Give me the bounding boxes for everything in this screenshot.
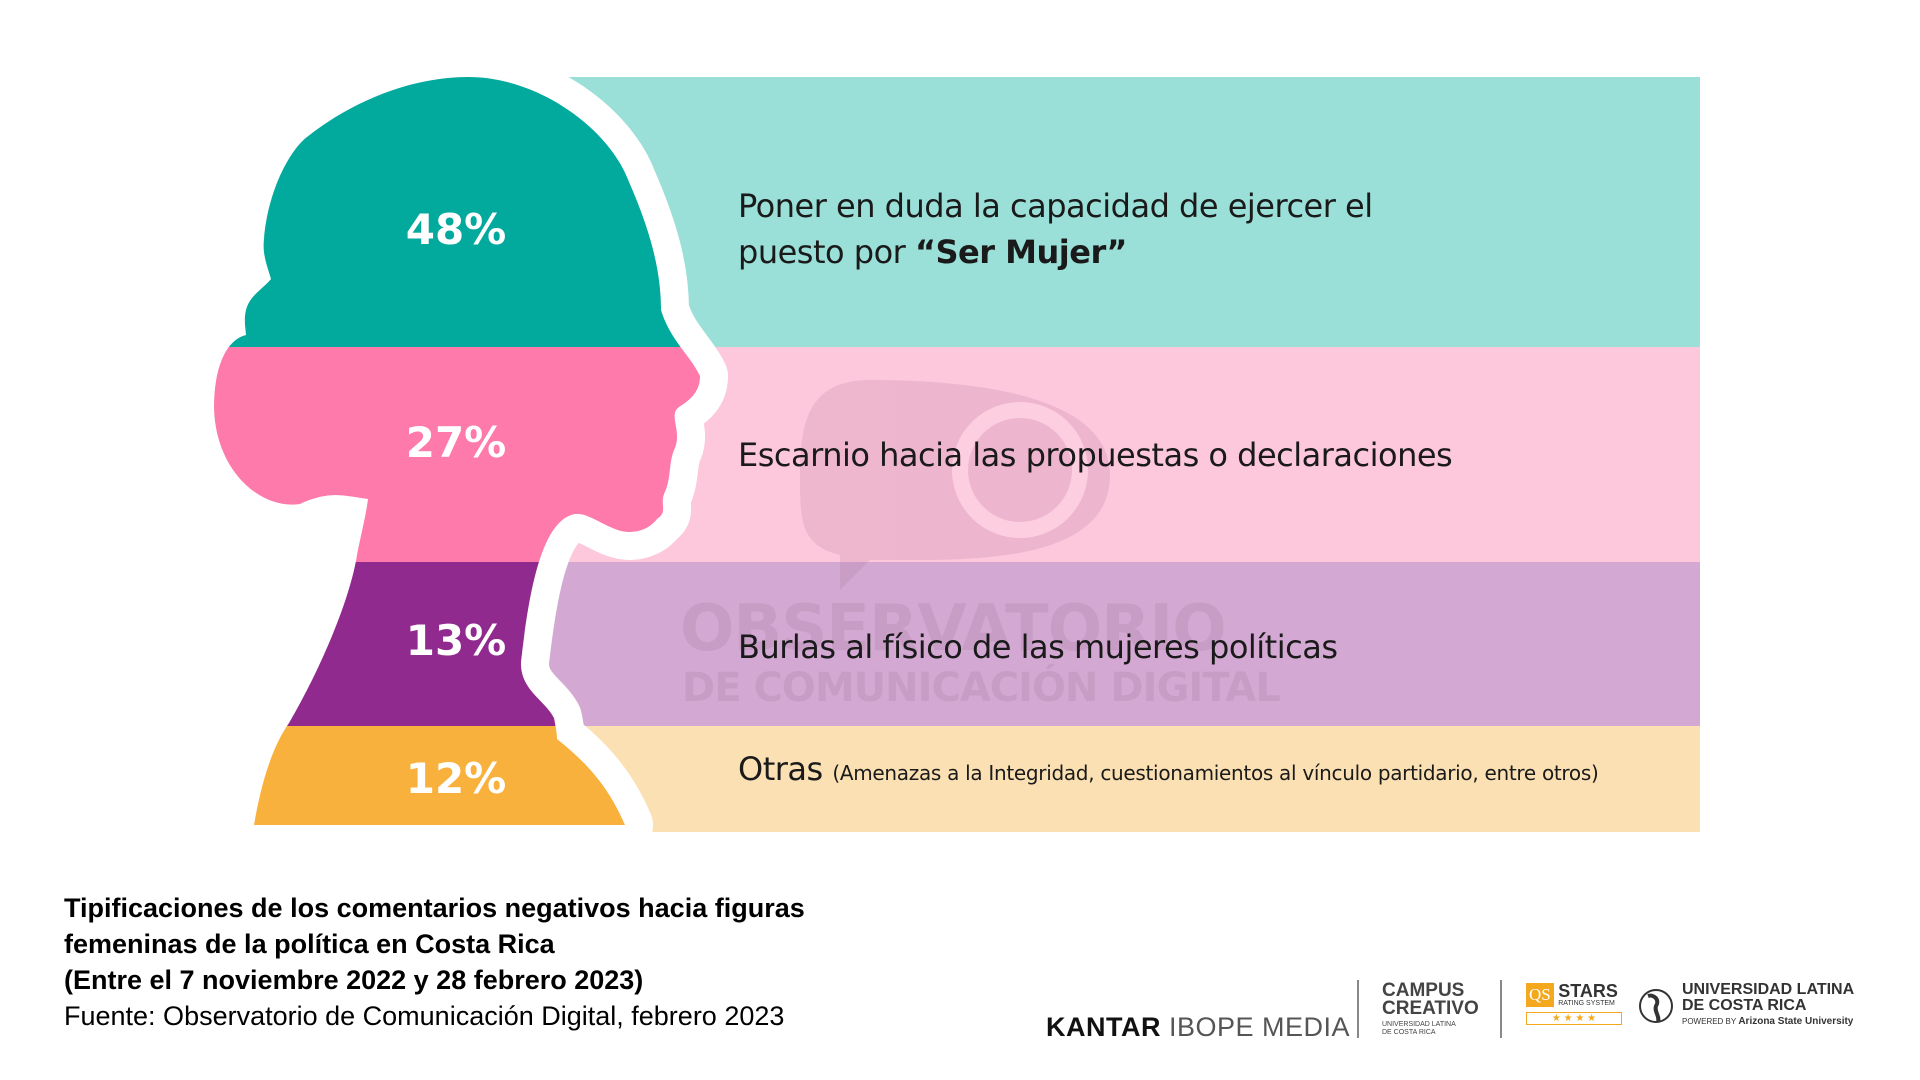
- percent-48: 48%: [405, 205, 507, 254]
- kantar-ibope-logo: KANTAR IBOPE MEDIA: [1046, 1012, 1351, 1042]
- campus-creativo-logo: CAMPUS CREATIVO UNIVERSIDAD LATINA DE CO…: [1382, 980, 1479, 1036]
- globe-icon: [1639, 989, 1673, 1023]
- item-text-48-line1: Poner en duda la capacidad de ejercer el: [738, 187, 1373, 225]
- item-text-27: Escarnio hacia las propuestas o declarac…: [738, 436, 1453, 474]
- caption-date-range: (Entre el 7 noviembre 2022 y 28 febrero …: [64, 965, 644, 995]
- item-text-12-note: (Amenazas a la Integridad, cuestionamien…: [832, 761, 1599, 785]
- caption: Tipificaciones de los comentarios negati…: [64, 890, 805, 1034]
- band-light-13: [545, 562, 1700, 726]
- item-text-13: Burlas al físico de las mujeres política…: [738, 628, 1338, 666]
- item-text-12-label: Otras: [738, 750, 823, 788]
- item-text-12: Otras (Amenazas a la Integridad, cuestio…: [738, 746, 1599, 796]
- percent-27: 27%: [405, 418, 507, 467]
- caption-title-line2: femeninas de la política en Costa Rica: [64, 929, 555, 959]
- universidad-latina-logo: UNIVERSIDAD LATINA DE COSTA RICA POWERED…: [1638, 982, 1854, 1027]
- watermark-subtitle: DE COMUNICACIÓN DIGITAL: [682, 665, 1281, 711]
- caption-title-line1: Tipificaciones de los comentarios negati…: [64, 893, 805, 923]
- item-text-48-emphasis: “Ser Mujer”: [914, 233, 1127, 271]
- qs-stars-logo: QS STARS RATING SYSTEM ★ ★ ★ ★: [1526, 982, 1622, 1025]
- item-text-48-line2: puesto por: [738, 233, 915, 271]
- band-light-12: [580, 726, 1700, 832]
- watermark-title: OBSERVATORIO: [680, 592, 1227, 666]
- logo-divider: [1500, 980, 1502, 1038]
- item-text-48: Poner en duda la capacidad de ejercer el…: [738, 183, 1373, 275]
- caption-source: Fuente: Observatorio de Comunicación Dig…: [64, 1001, 785, 1031]
- logo-divider: [1357, 980, 1359, 1038]
- speech-bubble-icon: [800, 380, 1110, 590]
- percent-13: 13%: [405, 616, 507, 665]
- percent-12: 12%: [405, 754, 507, 803]
